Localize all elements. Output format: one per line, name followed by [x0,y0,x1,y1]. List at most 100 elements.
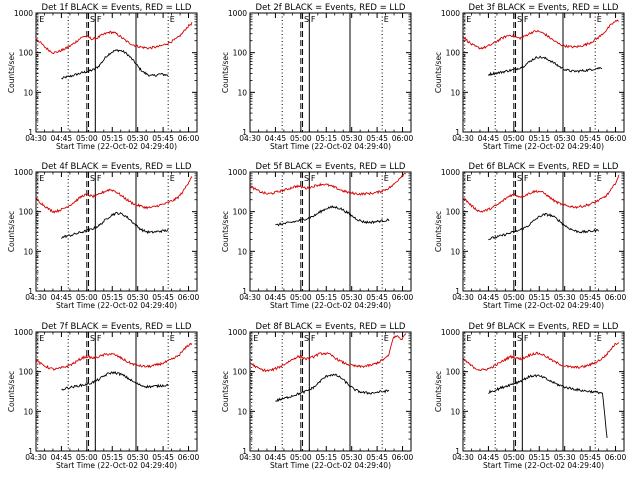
chart-title: Det 6f BLACK = Events, RED = LLD [469,162,619,172]
x-tick-label: 05:15 [101,293,123,302]
chart-panel-5: Det 5f BLACK = Events, RED = LLD 1 10 100 10… [221,162,414,310]
chart-panel-4: Det 4f BLACK = Events, RED = LLD 1 10 100 10… [7,162,200,310]
x-tick-label: 04:45 [478,293,500,302]
marker-label: S [90,15,95,24]
marker-label: E [597,15,602,24]
marker-label: E [39,15,44,24]
y-axis-label: Counts/sec [221,211,230,252]
x-tick-label: 04:30 [239,453,261,462]
marker-label: S [304,174,309,183]
series-line-events [61,49,169,80]
x-tick-label: 05:45 [366,293,388,302]
x-tick-label: 06:00 [605,293,627,302]
y-tick-label: 10 [450,407,460,416]
y-tick-label: 1000 [441,9,460,18]
y-axis-label: Counts/sec [434,371,443,412]
series-line-lld [36,342,193,371]
x-tick-label: 05:45 [579,453,601,462]
x-tick-label: 04:30 [452,134,474,143]
series-line-lld [463,19,620,50]
x-tick-label: 05:00 [290,134,312,143]
y-tick-label: 10 [237,88,247,97]
series-line-events [61,211,169,239]
marker-label: F [97,334,102,343]
y-tick-label: 1 [455,128,460,137]
series-line-lld [36,22,193,54]
x-tick-label: 05:45 [366,453,388,462]
x-tick-label: 05:15 [101,134,123,143]
x-tick-label: 05:30 [127,134,149,143]
x-axis-label: Start Time (22-Oct-02 04:29:40) [56,301,177,310]
series-line-events [275,205,390,227]
marker-label: S [90,174,95,183]
marker-label: S [304,15,309,24]
x-axis-label: Start Time (22-Oct-02 04:29:40) [270,142,391,151]
x-tick-label: 05:45 [152,293,174,302]
y-tick-label: 1000 [14,328,33,337]
x-tick-label: 05:30 [127,453,149,462]
x-tick-label: 05:00 [290,293,312,302]
x-tick-label: 05:15 [528,293,550,302]
chart-title: Det 2f BLACK = Events, RED = LLD [256,3,406,13]
x-tick-label: 05:30 [554,453,576,462]
x-tick-label: 06:00 [178,134,200,143]
y-tick-label: 100 [233,208,248,217]
marker-label: F [311,174,316,183]
y-tick-label: 100 [19,368,34,377]
y-tick-label: 1 [28,287,33,296]
chart-panel-2: Det 2f BLACK = Events, RED = LLD 1 10 100 10… [221,3,414,151]
x-axis-label: Start Time (22-Oct-02 04:29:40) [483,301,604,310]
y-axis-label: Counts/sec [7,371,16,412]
y-tick-label: 1 [242,447,247,456]
marker-label: F [311,334,316,343]
x-tick-label: 05:15 [101,453,123,462]
x-tick-label: 05:00 [503,293,525,302]
series-group [250,173,407,227]
x-tick-label: 05:30 [554,134,576,143]
y-axis-label: Counts/sec [434,211,443,252]
series-group [463,342,620,438]
plot-frame [462,331,625,452]
marker-label: F [311,15,316,24]
y-tick-label: 100 [446,49,461,58]
x-tick-label: 04:30 [239,134,261,143]
x-tick-label: 06:00 [392,134,414,143]
series-line-events [488,55,603,77]
x-tick-label: 05:30 [341,134,363,143]
marker-label: E [466,15,471,24]
x-axis-label: Start Time (22-Oct-02 04:29:40) [270,301,391,310]
x-tick-label: 05:00 [503,134,525,143]
series-line-lld [250,333,407,373]
plot-frame [462,12,625,133]
x-tick-label: 05:30 [341,293,363,302]
x-axis-label: Start Time (22-Oct-02 04:29:40) [483,142,604,151]
y-axis-label: Counts/sec [221,371,230,412]
y-tick-label: 1 [455,447,460,456]
y-axis-label: Counts/sec [221,52,230,93]
chart-panel-6: Det 6f BLACK = Events, RED = LLD 1 10 100 10… [434,162,627,310]
x-tick-label: 06:00 [178,453,200,462]
x-tick-label: 05:15 [315,453,337,462]
x-tick-label: 05:00 [76,134,98,143]
y-tick-label: 1 [455,287,460,296]
plot-frame [249,171,412,292]
series-group [36,22,193,80]
y-tick-label: 1000 [441,328,460,337]
x-tick-label: 06:00 [392,453,414,462]
marker-label: F [524,174,529,183]
marker-label: E [597,174,602,183]
marker-label: E [384,334,389,343]
y-tick-label: 10 [237,247,247,256]
x-tick-label: 05:30 [127,293,149,302]
marker-label: E [170,334,175,343]
x-axis-label: Start Time (22-Oct-02 04:29:40) [270,461,391,470]
x-tick-label: 05:45 [152,134,174,143]
series-line-lld [463,342,620,371]
chart-title: Det 8f BLACK = Events, RED = LLD [256,322,406,332]
x-tick-label: 05:45 [366,134,388,143]
marker-label: E [466,174,471,183]
y-tick-label: 1000 [228,328,247,337]
y-tick-label: 1000 [14,168,33,177]
chart-title: Det 1f BLACK = Events, RED = LLD [42,3,192,13]
